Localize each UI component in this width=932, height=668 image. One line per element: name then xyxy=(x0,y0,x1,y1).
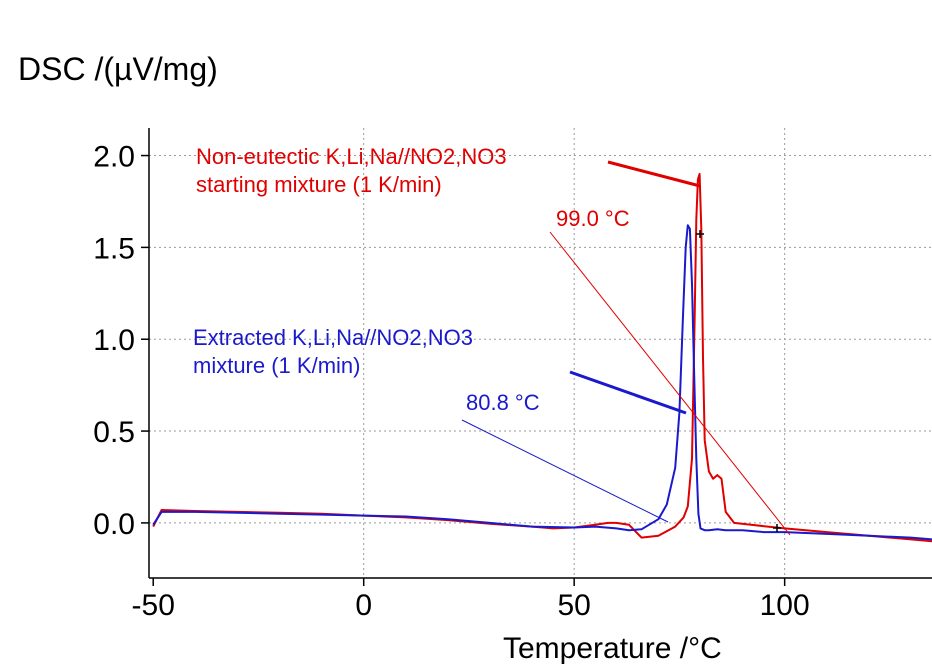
x-axis-label: Temperature /°C xyxy=(503,632,722,665)
blue-series-label-line1: Extracted K,Li,Na//NO2,NO3 xyxy=(193,325,473,350)
red-label-leader xyxy=(607,160,701,188)
y-tick-label: 1.5 xyxy=(93,232,135,265)
y-tick-label: 1.0 xyxy=(93,324,135,357)
series-group xyxy=(152,172,932,543)
y-axis-label: DSC /(µV/mg) xyxy=(18,51,218,87)
red-onset-tangent xyxy=(549,231,791,536)
blue-onset-value: 80.8 °C xyxy=(466,390,540,415)
grid-lines xyxy=(149,128,932,578)
red-onset-marker xyxy=(773,524,781,532)
blue-onset-tangent xyxy=(461,419,669,523)
red-onset-value: 99.0 °C xyxy=(556,206,630,231)
blue-series-label-line2: mixture (1 K/min) xyxy=(193,353,360,378)
series-blue-line xyxy=(152,224,932,541)
x-tick-label: 0 xyxy=(355,589,372,622)
axes xyxy=(148,128,932,579)
x-tick-label: 100 xyxy=(760,589,810,622)
ticks: -50 0 50 100 0.0 0.5 1.0 1.5 2.0 xyxy=(93,141,809,622)
x-tick-label: 50 xyxy=(557,589,590,622)
blue-peak-marker xyxy=(696,230,704,238)
red-series-label-line2: starting mixture (1 K/min) xyxy=(196,172,442,197)
y-tick-label: 2.0 xyxy=(93,141,135,174)
blue-label-leader xyxy=(569,370,687,415)
y-tick-label: 0.0 xyxy=(93,508,135,541)
x-tick-label: -50 xyxy=(132,589,175,622)
annotation-lines xyxy=(461,160,791,536)
y-tick-label: 0.5 xyxy=(93,416,135,449)
red-series-label-line1: Non-eutectic K,Li,Na//NO2,NO3 xyxy=(196,144,507,169)
